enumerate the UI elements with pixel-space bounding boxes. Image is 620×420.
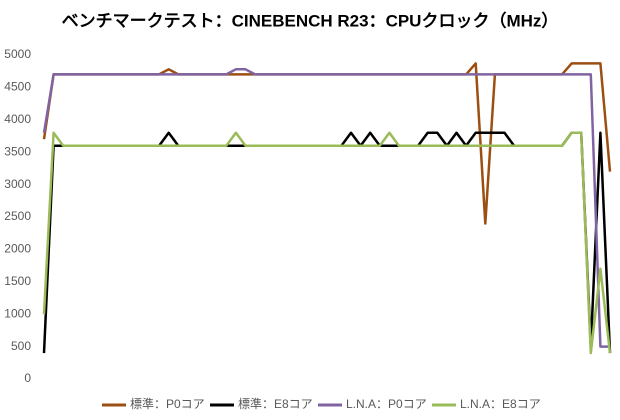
series-line [42, 62, 612, 225]
legend-label: 標準：P0コア [130, 396, 205, 411]
y-tick-label: 4000 [4, 112, 31, 126]
series-line [42, 131, 612, 354]
legend-label: L.N.A：P0コア [346, 397, 427, 411]
legend-label: 標準：E8コア [238, 396, 313, 411]
y-tick-label: 0 [24, 371, 31, 385]
y-tick-label: 3500 [4, 144, 31, 158]
y-tick-label: 4500 [4, 80, 31, 94]
y-tick-label: 2000 [4, 242, 31, 256]
y-tick-label: 1000 [4, 306, 31, 320]
y-tick-label: 1500 [4, 274, 31, 288]
y-tick-label: 2500 [4, 209, 31, 223]
y-tick-label: 5000 [4, 47, 31, 61]
chart-title: ベンチマークテスト：CINEBENCH R23：CPUクロック（MHz） [62, 10, 559, 30]
y-tick-label: 500 [11, 339, 31, 353]
y-tick-label: 3000 [4, 177, 31, 191]
series-line [42, 68, 610, 348]
legend-label: L.N.A：E8コア [460, 397, 541, 411]
series-line [42, 131, 612, 355]
